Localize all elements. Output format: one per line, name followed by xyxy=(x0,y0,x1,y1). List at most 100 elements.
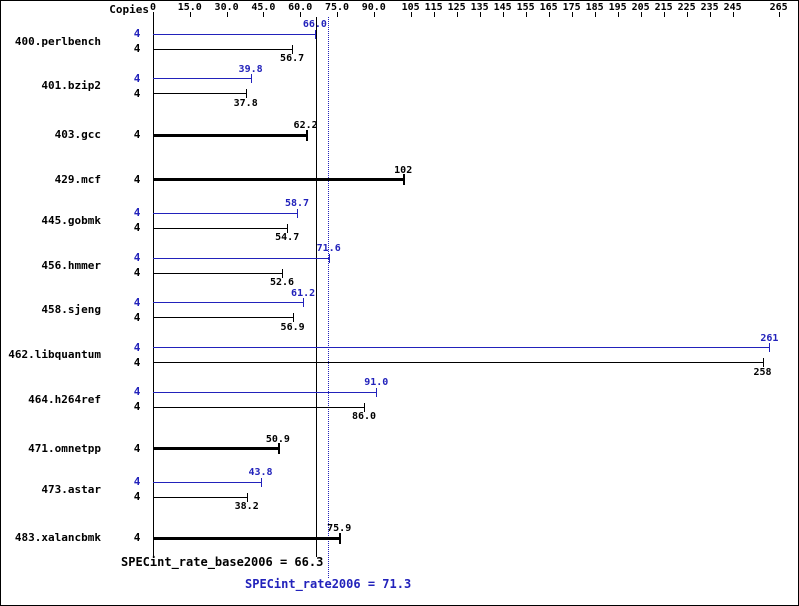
peak-bar-end-cap xyxy=(769,343,771,353)
peak-value-label: 91.0 xyxy=(364,377,389,389)
base-bar-end-cap xyxy=(277,443,280,455)
axis-tick-label: 45.0 xyxy=(251,2,276,13)
axis-tick-mark xyxy=(663,12,665,17)
axis-tick-mark xyxy=(263,12,265,17)
copies-label: 4 xyxy=(133,400,141,414)
axis-tick-label: 245 xyxy=(723,2,742,13)
axis-tick-mark xyxy=(525,12,527,17)
base-value-label: 50.9 xyxy=(265,433,290,445)
peak-mean-line xyxy=(327,17,329,578)
axis-tick-mark xyxy=(640,12,642,17)
base-bar xyxy=(153,133,306,137)
copies-label: 4 xyxy=(133,221,141,235)
copies-label: 4 xyxy=(133,295,141,309)
base-value-label: 52.6 xyxy=(269,277,295,288)
copies-label: 4 xyxy=(133,355,141,369)
copies-label: 4 xyxy=(133,266,141,279)
base-mean-line xyxy=(315,17,317,557)
axis-tick-mark xyxy=(300,12,302,17)
base-value-label: 102 xyxy=(394,164,413,176)
benchmark-label: 471.omnetpp xyxy=(28,441,101,455)
benchmark-label: 456.hmmer xyxy=(41,258,101,272)
base-bar xyxy=(153,406,364,408)
axis-tick-label: 205 xyxy=(631,2,650,13)
copies-label: 4 xyxy=(133,86,141,100)
axis-tick-label: 90.0 xyxy=(361,2,386,13)
benchmark-label: 403.gcc xyxy=(54,128,101,142)
axis-tick-mark xyxy=(456,12,458,17)
peak-value-label: 71.6 xyxy=(316,243,341,254)
axis-tick-label: 265 xyxy=(769,2,788,13)
y-axis-line xyxy=(153,12,154,558)
copies-label: 4 xyxy=(133,172,141,186)
copies-label: 4 xyxy=(133,385,141,399)
base-bar xyxy=(153,48,293,50)
peak-value-label: 58.7 xyxy=(284,198,310,210)
copies-label: 4 xyxy=(133,441,141,455)
axis-tick-mark xyxy=(732,12,734,17)
base-bar xyxy=(153,317,293,319)
benchmark-label: 473.astar xyxy=(41,482,101,496)
benchmark-label: 401.bzip2 xyxy=(41,79,101,93)
copies-label: 4 xyxy=(133,340,141,354)
peak-value-label: 43.8 xyxy=(248,467,273,478)
axis-tick-mark xyxy=(226,12,228,17)
base-bar-end-cap xyxy=(762,358,764,368)
copies-label: 4 xyxy=(133,310,141,324)
benchmark-label: 445.gobmk xyxy=(41,213,101,227)
axis-tick-mark xyxy=(686,12,688,17)
axis-tick-label: 145 xyxy=(493,2,512,13)
base-bar-end-cap xyxy=(292,44,294,54)
axis-tick-mark xyxy=(594,12,596,17)
peak-bar xyxy=(153,302,304,304)
axis-tick-label: 125 xyxy=(447,2,466,13)
axis-tick-label: 235 xyxy=(700,2,719,13)
base-value-label: 54.7 xyxy=(275,232,300,244)
axis-tick-mark xyxy=(373,12,375,17)
base-bar xyxy=(153,178,404,182)
base-bar-end-cap xyxy=(339,532,342,544)
peak-bar xyxy=(153,257,329,259)
base-bar-end-cap xyxy=(287,223,289,233)
axis-tick-label: 155 xyxy=(516,2,535,13)
base-bar xyxy=(153,447,278,451)
peak-bar xyxy=(153,347,770,349)
axis-tick-label: 105 xyxy=(401,2,420,13)
peak-value-label: 261 xyxy=(760,332,779,344)
base-value-label: 86.0 xyxy=(351,411,377,423)
axis-tick-mark xyxy=(410,12,412,17)
base-bar xyxy=(153,227,288,229)
copies-label: 4 xyxy=(133,42,141,55)
copies-label: 4 xyxy=(133,490,141,503)
peak-bar xyxy=(153,481,261,483)
base-value-label: 37.8 xyxy=(233,97,258,109)
axis-tick-label: 115 xyxy=(424,2,443,13)
peak-bar xyxy=(153,78,251,80)
benchmark-label: 429.mcf xyxy=(54,172,101,186)
peak-bar xyxy=(153,212,297,214)
base-bar xyxy=(153,362,763,364)
base-value-label: 75.9 xyxy=(327,523,352,535)
base-value-label: 62.2 xyxy=(293,120,318,132)
axis-tick-mark xyxy=(189,12,191,17)
base-value-label: 56.7 xyxy=(280,53,305,64)
axis-tick-mark xyxy=(502,12,504,17)
peak-bar-end-cap xyxy=(328,253,330,263)
copies-header-label: Copies xyxy=(109,3,149,16)
base-bar xyxy=(153,496,247,498)
benchmark-label: 483.xalancbmk xyxy=(14,531,101,545)
peak-bar-end-cap xyxy=(260,477,262,487)
base-mean-label: SPECint_rate_base2006 = 66.3 xyxy=(121,555,324,569)
axis-tick-label: 195 xyxy=(608,2,627,13)
axis-tick-label: 175 xyxy=(562,2,581,13)
axis-tick-label: 15.0 xyxy=(177,2,202,13)
base-bar-end-cap xyxy=(305,129,308,141)
axis-tick-label: 60.0 xyxy=(288,2,313,13)
peak-bar-end-cap xyxy=(376,387,378,397)
copies-label: 4 xyxy=(133,128,141,142)
axis-tick-label: 225 xyxy=(677,2,696,13)
axis-tick-label: 135 xyxy=(470,2,489,13)
axis-tick-label: 30.0 xyxy=(214,2,239,13)
